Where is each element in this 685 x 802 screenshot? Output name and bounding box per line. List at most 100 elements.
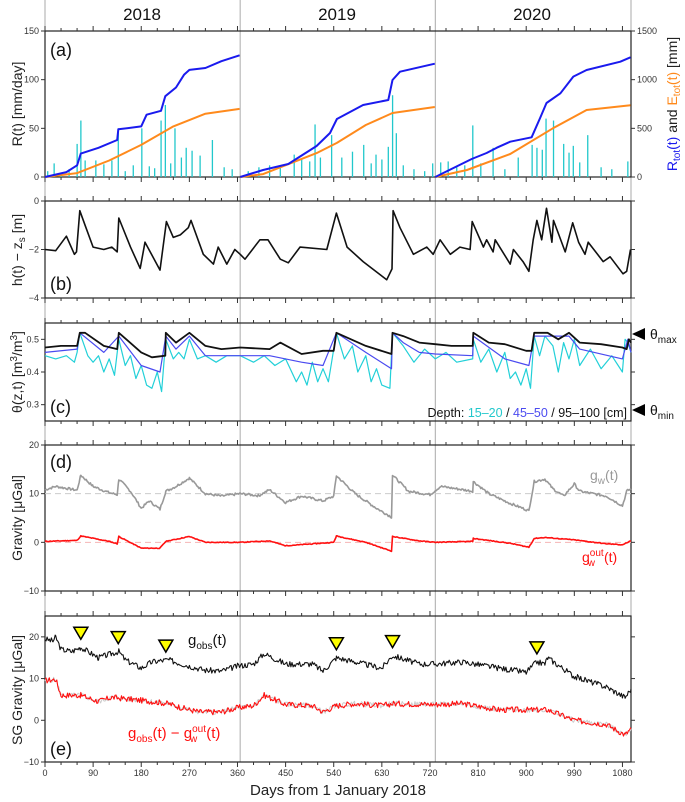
etot-line: [44, 107, 240, 178]
rain-bar: [424, 171, 426, 177]
y-tick-label: 100: [24, 75, 39, 85]
event-marker-triangle-icon: [157, 639, 175, 654]
rain-bar: [84, 160, 86, 177]
x-tick-label: 180: [134, 768, 149, 778]
year-label-2019: 2019: [318, 5, 356, 24]
y-tick-label-right: 0: [637, 172, 642, 182]
rain-bar: [117, 128, 119, 177]
gw-line: [44, 474, 632, 519]
x-tick-label: 450: [278, 768, 293, 778]
y-axis-label-sg-gravity: SG Gravity [μGal]: [9, 635, 25, 745]
rain-bar: [536, 147, 538, 177]
etot-line: [240, 106, 435, 178]
rain-bar: [111, 160, 113, 177]
axes-layer: 0501001500500100015000−2−40.30.40.5−1001…: [24, 0, 657, 778]
theta-max-marker-icon: [632, 328, 645, 340]
y-tick-label: 0: [34, 196, 39, 206]
rain-bar: [627, 161, 629, 177]
event-marker-triangle-icon: [328, 636, 345, 652]
rain-bar: [402, 165, 404, 177]
rain-bar: [53, 163, 55, 177]
rain-bar: [552, 120, 555, 177]
x-tick-label: 0: [42, 768, 47, 778]
x-axis-label: Days from 1 January 2018: [250, 782, 426, 799]
rain-bar: [124, 171, 126, 177]
rain-bar: [319, 157, 322, 177]
rain-bar: [103, 164, 105, 177]
event-marker-triangle-icon: [72, 626, 90, 641]
rain-bar: [517, 157, 519, 177]
theta-min-marker-icon: [632, 404, 645, 416]
rain-bar: [432, 163, 434, 177]
y-tick-label-right: 500: [637, 123, 652, 133]
gobs-corrected-line: [44, 677, 632, 737]
rain-bar: [341, 157, 343, 177]
y-tick-label-right: 1000: [637, 75, 657, 85]
y-axis-label-theta: θ(z,t) [m3/m3]: [9, 331, 25, 413]
rain-bar: [395, 133, 397, 177]
head-line: [44, 207, 632, 281]
x-tick-label: 990: [567, 768, 582, 778]
rain-bar: [370, 163, 372, 177]
rain-bar: [563, 143, 565, 177]
rain-bar: [440, 162, 442, 177]
y-axis-label-gravity: Gravity [μGal]: [9, 475, 25, 561]
panel-frame-d: [44, 444, 632, 592]
x-tick-label: 270: [182, 768, 197, 778]
rain-bar: [472, 125, 474, 177]
y-tick-label-right: 1500: [637, 26, 657, 36]
panel-label-c: (c): [50, 397, 71, 417]
rain-bar: [174, 128, 176, 177]
rain-bar: [223, 167, 225, 177]
rain-bar: [95, 160, 97, 177]
rain-bar: [160, 120, 162, 177]
gobs-line: [44, 634, 632, 699]
rain-bar: [80, 120, 82, 177]
y-tick-label: 0: [34, 172, 39, 182]
rain-bar: [579, 162, 581, 177]
theta-max-label: θmax: [650, 326, 677, 346]
rain-bar: [572, 145, 574, 177]
gobs-corrected-label: gobs(t) − gout w (t): [128, 724, 220, 745]
x-tick-label: 1080: [612, 768, 632, 778]
gw-out-line: [44, 534, 632, 553]
y-tick-label: 0.4: [26, 367, 39, 377]
y-tick-label: 150: [24, 26, 39, 36]
rain-bar: [164, 104, 167, 177]
rain-bar: [330, 135, 333, 177]
panel-label-b: (b): [50, 274, 72, 294]
year-label-2018: 2018: [123, 5, 161, 24]
y-tick-label: −10: [24, 586, 39, 596]
marks-layer: [44, 54, 632, 737]
rain-bar: [309, 161, 311, 177]
rain-bar: [199, 155, 201, 177]
y-axis-label-cumulative: Rtot(t) and Etot(t) [mm]: [664, 37, 683, 171]
theta-95-100-line: [44, 331, 632, 359]
y-tick-label: 10: [29, 674, 39, 684]
y-tick-label: 20: [29, 440, 39, 450]
y-tick-label: 20: [29, 632, 39, 642]
x-tick-label: 810: [471, 768, 486, 778]
rain-bar: [231, 169, 233, 177]
rain-bar: [375, 154, 377, 177]
rain-bar: [279, 167, 281, 177]
rain-bar: [47, 171, 49, 177]
rain-bar: [351, 151, 354, 177]
y-tick-label: −10: [24, 757, 39, 767]
gw-out-label: gout w (t): [582, 548, 617, 569]
rain-bar: [381, 159, 383, 177]
depth-legend: Depth: 15–20 / 45–50 / 95–100 [cm]: [428, 406, 627, 420]
y-tick-label: 0: [34, 715, 39, 725]
panel-frame-a: [44, 30, 632, 178]
y-tick-label: −4: [29, 293, 39, 303]
x-tick-label: 900: [519, 768, 534, 778]
gw-label: gw(t): [590, 467, 618, 487]
panel-label-d: (d): [50, 452, 72, 472]
panel-label-a: (a): [50, 40, 72, 60]
rain-bar: [301, 159, 303, 177]
event-marker-triangle-icon: [109, 630, 127, 646]
rain-bar: [447, 161, 449, 177]
event-marker-triangle-icon: [384, 634, 401, 650]
y-tick-label: 0: [34, 537, 39, 547]
